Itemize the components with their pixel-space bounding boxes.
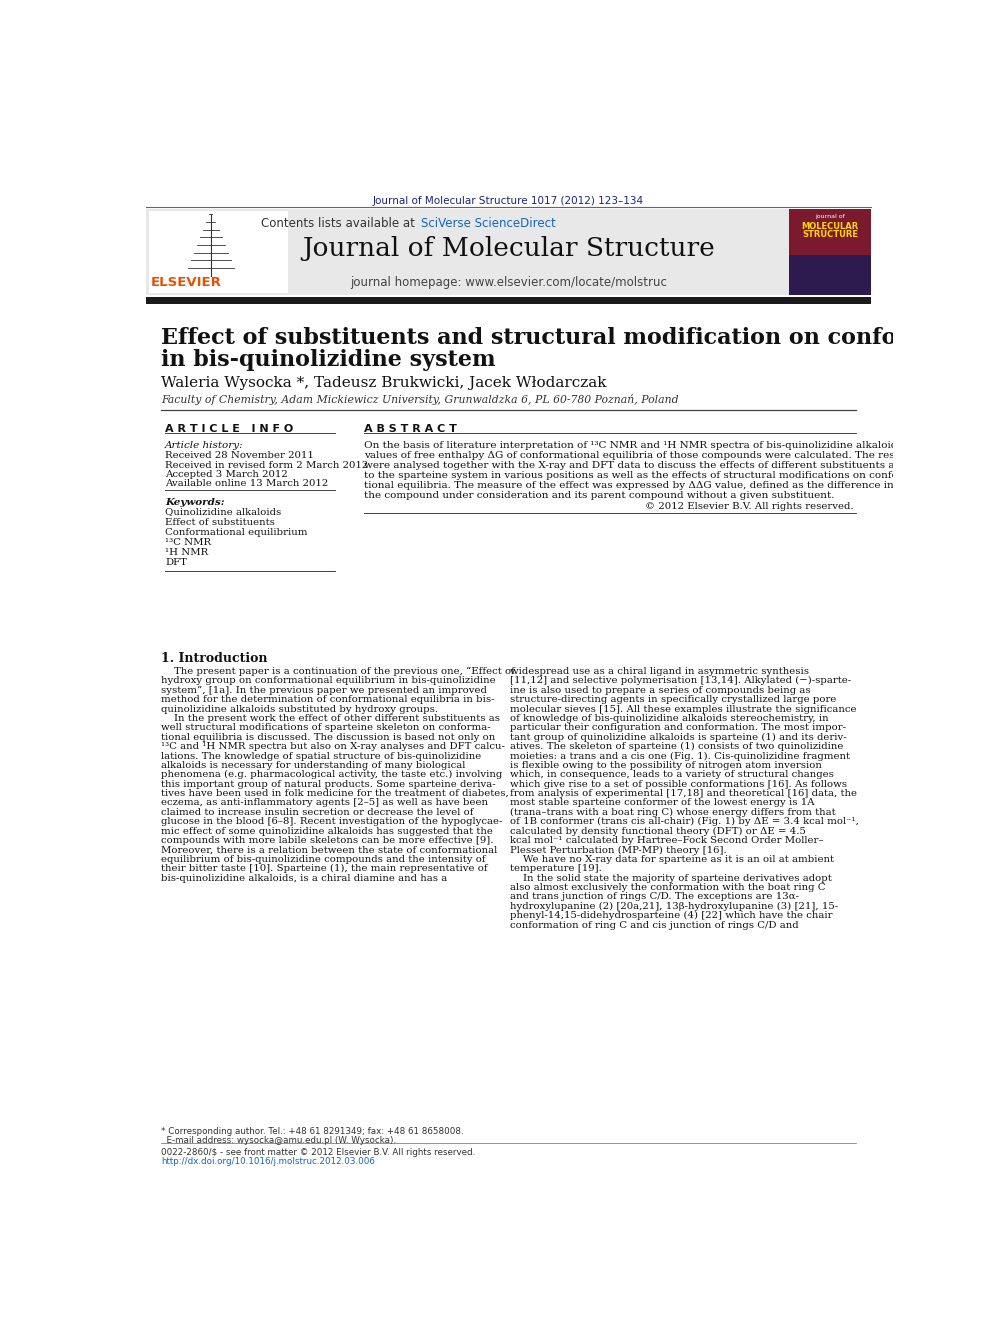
Text: structure-directing agents in specifically crystallized large pore: structure-directing agents in specifical… [510,695,836,704]
Text: MOLECULAR: MOLECULAR [802,222,859,232]
Text: Received 28 November 2011: Received 28 November 2011 [165,451,313,460]
Text: Received in revised form 2 March 2012: Received in revised form 2 March 2012 [165,460,368,470]
Text: Conformational equilibrium: Conformational equilibrium [165,528,308,537]
Text: Plesset Perturbation (MP-MP) theory [16].: Plesset Perturbation (MP-MP) theory [16]… [510,845,727,855]
Text: temperature [19].: temperature [19]. [510,864,602,873]
Text: compounds with more labile skeletons can be more effective [9].: compounds with more labile skeletons can… [161,836,494,845]
Text: Quinolizidine alkaloids: Quinolizidine alkaloids [165,508,282,516]
Text: Available online 13 March 2012: Available online 13 March 2012 [165,479,328,488]
Text: We have no X-ray data for sparteine as it is an oil at ambient: We have no X-ray data for sparteine as i… [510,855,834,864]
Text: their bitter taste [10]. Sparteine (1), the main representative of: their bitter taste [10]. Sparteine (1), … [161,864,488,873]
Text: tant group of quinolizidine alkaloids is sparteine (1) and its deriv-: tant group of quinolizidine alkaloids is… [510,733,846,742]
Text: (trana–trans with a boat ring C) whose energy differs from that: (trana–trans with a boat ring C) whose e… [510,808,835,818]
Text: and trans junction of rings C/D. The exceptions are 13α-: and trans junction of rings C/D. The exc… [510,893,799,901]
Text: E-mail address: wysocka@amu.edu.pl (W. Wysocka).: E-mail address: wysocka@amu.edu.pl (W. W… [161,1136,397,1144]
Text: method for the determination of conformational equilibria in bis-: method for the determination of conforma… [161,695,495,704]
Text: calculated by density functional theory (DFT) or ΔE = 4.5: calculated by density functional theory … [510,827,806,836]
Text: in bis-quinolizidine system: in bis-quinolizidine system [161,349,496,370]
Text: tional equilibria. The measure of the effect was expressed by ΔΔG value, defined: tional equilibria. The measure of the ef… [364,480,927,490]
Text: particular their configuration and conformation. The most impor-: particular their configuration and confo… [510,724,846,733]
Text: from analysis of experimental [17,18] and theoretical [16] data, the: from analysis of experimental [17,18] an… [510,789,857,798]
Text: atives. The skeleton of sparteine (1) consists of two quinolizidine: atives. The skeleton of sparteine (1) co… [510,742,843,751]
Text: quinolizidine alkaloids substituted by hydroxy groups.: quinolizidine alkaloids substituted by h… [161,705,438,713]
Text: In the solid state the majority of sparteine derivatives adopt: In the solid state the majority of spart… [510,873,831,882]
Text: Accepted 3 March 2012: Accepted 3 March 2012 [165,470,288,479]
Text: moieties: a trans and a cis one (Fig. 1). Cis-quinolizidine fragment: moieties: a trans and a cis one (Fig. 1)… [510,751,850,761]
Text: © 2012 Elsevier B.V. All rights reserved.: © 2012 Elsevier B.V. All rights reserved… [646,503,854,511]
Text: most stable sparteine conformer of the lowest energy is 1A: most stable sparteine conformer of the l… [510,799,814,807]
Text: to the sparteine system in various positions as well as the effects of structura: to the sparteine system in various posit… [364,471,923,480]
Text: molecular sieves [15]. All these examples illustrate the significance: molecular sieves [15]. All these example… [510,705,856,713]
Text: journal homepage: www.elsevier.com/locate/molstruc: journal homepage: www.elsevier.com/locat… [350,275,667,288]
Text: Contents lists available at: Contents lists available at [261,217,419,229]
Text: Journal of Molecular Structure 1017 (2012) 123–134: Journal of Molecular Structure 1017 (201… [373,196,644,205]
Text: phenomena (e.g. pharmacological activity, the taste etc.) involving: phenomena (e.g. pharmacological activity… [161,770,503,779]
Text: DFT: DFT [165,557,186,566]
Text: of knowledge of bis-quinolizidine alkaloids stereochemistry, in: of knowledge of bis-quinolizidine alkalo… [510,714,828,722]
Text: also almost exclusively the conformation with the boat ring C: also almost exclusively the conformation… [510,882,825,892]
Text: values of free enthalpy ΔG of conformational equilibria of those compounds were : values of free enthalpy ΔG of conformati… [364,451,915,459]
Text: A R T I C L E   I N F O: A R T I C L E I N F O [165,423,294,434]
Text: Waleria Wysocka *, Tadeusz Brukwicki, Jacek Włodarczak: Waleria Wysocka *, Tadeusz Brukwicki, Ja… [161,376,607,390]
Text: alkaloids is necessary for understanding of many biological: alkaloids is necessary for understanding… [161,761,465,770]
Text: widespread use as a chiral ligand in asymmetric synthesis: widespread use as a chiral ligand in asy… [510,667,808,676]
Text: ¹³C NMR: ¹³C NMR [165,537,211,546]
Text: In the present work the effect of other different substituents as: In the present work the effect of other … [161,714,500,722]
Text: conformation of ring C and cis junction of rings C/D and: conformation of ring C and cis junction … [510,921,799,930]
Text: phenyl-14,15-didehydrosparteine (4) [22] which have the chair: phenyl-14,15-didehydrosparteine (4) [22]… [510,912,832,921]
Text: were analysed together with the X-ray and DFT data to discuss the effects of dif: were analysed together with the X-ray an… [364,460,934,470]
Text: tional equilibria is discussed. The discussion is based not only on: tional equilibria is discussed. The disc… [161,733,495,742]
Text: hydroxy group on conformational equilibrium in bis-quinolizidine: hydroxy group on conformational equilibr… [161,676,496,685]
Text: Moreover, there is a relation between the state of conformational: Moreover, there is a relation between th… [161,845,497,855]
Text: Journal of Molecular Structure: Journal of Molecular Structure [302,235,715,261]
Text: mic effect of some quinolizidine alkaloids has suggested that the: mic effect of some quinolizidine alkaloi… [161,827,493,836]
Text: glucose in the blood [6–8]. Recent investigation of the hypoglycae-: glucose in the blood [6–8]. Recent inves… [161,818,503,827]
Text: STRUCTURE: STRUCTURE [802,230,858,239]
Text: equilibrium of bis-quinolizidine compounds and the intensity of: equilibrium of bis-quinolizidine compoun… [161,855,486,864]
Text: eczema, as anti-inflammatory agents [2–5] as well as have been: eczema, as anti-inflammatory agents [2–5… [161,799,488,807]
Text: 1. Introduction: 1. Introduction [161,651,268,664]
Text: journal of: journal of [815,214,845,220]
Text: of 1B conformer (trans cis all-chair) (Fig. 1) by ΔE = 3.4 kcal mol⁻¹,: of 1B conformer (trans cis all-chair) (F… [510,818,859,827]
Text: [11,12] and selective polymerisation [13,14]. Alkylated (−)-sparte-: [11,12] and selective polymerisation [13… [510,676,851,685]
Bar [789,255,871,295]
Text: tives have been used in folk medicine for the treatment of diabetes,: tives have been used in folk medicine fo… [161,789,509,798]
Text: Article history:: Article history: [165,441,244,450]
Text: hydroxylupanine (2) [20a,21], 13β-hydroxylupanine (3) [21], 15-: hydroxylupanine (2) [20a,21], 13β-hydrox… [510,902,838,912]
Text: which, in consequence, leads to a variety of structural changes: which, in consequence, leads to a variet… [510,770,834,779]
Bar [146,298,871,304]
Text: is flexible owing to the possibility of nitrogen atom inversion: is flexible owing to the possibility of … [510,761,821,770]
Bar [149,212,289,292]
Text: claimed to increase insulin secretion or decrease the level of: claimed to increase insulin secretion or… [161,808,474,816]
Text: Faculty of Chemistry, Adam Mickiewicz University, Grunwaldzka 6, PL 60-780 Pozna: Faculty of Chemistry, Adam Mickiewicz Un… [161,394,679,405]
Text: ine is also used to prepare a series of compounds being as: ine is also used to prepare a series of … [510,685,810,695]
Text: A B S T R A C T: A B S T R A C T [364,423,457,434]
Text: the compound under consideration and its parent compound without a given substit: the compound under consideration and its… [364,491,834,500]
Text: ¹³C and ¹H NMR spectra but also on X-ray analyses and DFT calcu-: ¹³C and ¹H NMR spectra but also on X-ray… [161,742,505,751]
Text: Effect of substituents and structural modification on conformational equilibrium: Effect of substituents and structural mo… [161,327,992,349]
Text: On the basis of literature interpretation of ¹³C NMR and ¹H NMR spectra of bis-q: On the basis of literature interpretatio… [364,441,927,450]
Text: system”, [1a]. In the previous paper we presented an improved: system”, [1a]. In the previous paper we … [161,685,487,695]
Text: well structural modifications of sparteine skeleton on conforma-: well structural modifications of spartei… [161,724,491,733]
Text: which give rise to a set of possible conformations [16]. As follows: which give rise to a set of possible con… [510,779,847,789]
Text: ELSEVIER: ELSEVIER [151,275,222,288]
Bar [789,209,871,255]
Text: Effect of substituents: Effect of substituents [165,517,275,527]
Text: The present paper is a continuation of the previous one, “Effect of: The present paper is a continuation of t… [161,667,515,676]
Text: http://dx.doi.org/10.1016/j.molstruc.2012.03.006: http://dx.doi.org/10.1016/j.molstruc.201… [161,1156,375,1166]
Text: Keywords:: Keywords: [165,497,225,507]
Text: SciVerse ScienceDirect: SciVerse ScienceDirect [421,217,556,229]
Text: * Corresponding author. Tel.: +48 61 8291349; fax: +48 61 8658008.: * Corresponding author. Tel.: +48 61 829… [161,1127,464,1136]
Bar [146,209,871,295]
Text: this important group of natural products. Some sparteine deriva-: this important group of natural products… [161,779,496,789]
Text: 0022-2860/$ - see front matter © 2012 Elsevier B.V. All rights reserved.: 0022-2860/$ - see front matter © 2012 El… [161,1148,475,1158]
Text: kcal mol⁻¹ calculated by Hartree–Fock Second Order Moller–: kcal mol⁻¹ calculated by Hartree–Fock Se… [510,836,823,845]
Text: bis-quinolizidine alkaloids, is a chiral diamine and has a: bis-quinolizidine alkaloids, is a chiral… [161,873,447,882]
Bar [789,209,871,295]
Text: ¹H NMR: ¹H NMR [165,548,208,557]
Text: lations. The knowledge of spatial structure of bis-quinolizidine: lations. The knowledge of spatial struct… [161,751,481,761]
